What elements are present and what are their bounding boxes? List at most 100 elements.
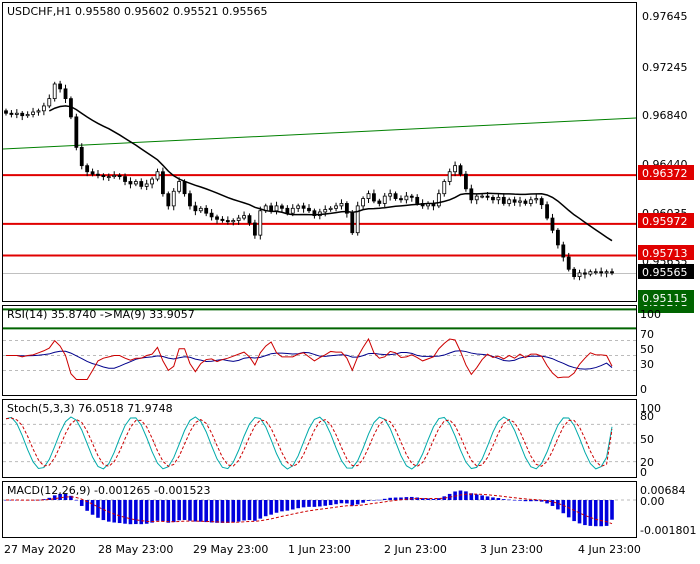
macd-tick: -0.001801: [640, 524, 696, 537]
macd-bar: [339, 500, 344, 504]
macd-bar: [437, 498, 441, 500]
macd-bar: [485, 496, 490, 500]
candle-body: [339, 203, 344, 207]
macd-tick: 0.00: [640, 495, 665, 508]
candle-body: [399, 198, 403, 201]
main-panel[interactable]: [2, 2, 637, 302]
stoch-header: Stoch(5,3,3) 76.0518 71.9748: [7, 402, 173, 415]
candle-body: [312, 210, 317, 217]
candle-body: [177, 181, 182, 192]
main-header: USDCHF,H1 0.95580 0.95602 0.95521 0.9556…: [7, 5, 268, 18]
stoch-d-line: [5, 417, 613, 468]
macd-bar: [577, 500, 582, 524]
candle-body: [63, 88, 68, 100]
price-axis: 0.97645 0.97245 0.96840 0.96440 0.96035 …: [642, 10, 688, 268]
stoch-tick: 0: [640, 466, 647, 479]
candle-body: [496, 196, 501, 201]
candle-body: [512, 199, 517, 203]
candle-body: [464, 173, 468, 190]
macd-bar: [323, 500, 328, 506]
candle-body: [377, 200, 382, 204]
time-label: 2 Jun 23:00: [384, 543, 447, 556]
macd-bar: [52, 495, 57, 500]
candle-body: [225, 220, 230, 223]
macd-layer: [3, 490, 636, 527]
macd-bar: [85, 500, 89, 511]
candle-body: [90, 171, 95, 175]
support-label: 0.95115: [642, 292, 688, 305]
candle-body: [453, 165, 457, 173]
candle-body: [518, 200, 522, 203]
candle-body: [285, 207, 290, 214]
macd-bar: [117, 500, 122, 524]
candle-body: [436, 193, 441, 207]
macd-bar: [63, 493, 68, 500]
macd-bar: [372, 500, 376, 501]
time-label: 29 May 23:00: [193, 543, 268, 556]
macd-bar: [269, 500, 273, 515]
resistance-label-box: [638, 245, 694, 260]
candle-body: [534, 198, 539, 201]
candle-body: [323, 209, 328, 213]
stoch-tick: 20: [640, 456, 654, 469]
macd-bar: [507, 499, 511, 501]
macd-bar: [464, 491, 468, 500]
candle-body: [528, 199, 533, 204]
candle-body: [577, 272, 582, 277]
macd-bar: [290, 500, 295, 510]
stoch-layer: [3, 416, 636, 470]
macd-bar: [215, 500, 219, 523]
macd-bar: [566, 500, 571, 518]
macd-bar: [604, 500, 609, 526]
candle-body: [550, 217, 555, 231]
macd-bar: [263, 500, 268, 517]
macd-bar: [550, 500, 555, 506]
macd-bar: [177, 500, 181, 521]
time-label: 1 Jun 23:00: [288, 543, 351, 556]
candle-body: [328, 207, 333, 210]
candle-body: [220, 218, 225, 221]
candle-body: [409, 195, 414, 198]
macd-bar: [377, 499, 382, 501]
candle-body: [193, 205, 198, 212]
candle-body: [307, 207, 311, 212]
candle-body: [166, 193, 171, 207]
macd-tick: 0.00684: [640, 484, 686, 497]
candle-body: [20, 112, 25, 117]
macd-bar: [355, 500, 360, 505]
rsi-panel[interactable]: [2, 305, 637, 396]
macd-bar: [588, 500, 593, 526]
macd-bar: [280, 500, 284, 512]
candle-body: [301, 205, 306, 209]
candle-body: [539, 198, 544, 206]
macd-bar: [79, 500, 84, 506]
candle-body: [474, 195, 479, 201]
rsi-line: [6, 337, 613, 380]
rsi-axis: 100 70 50 30 0: [640, 308, 661, 396]
trendline: [2, 117, 637, 150]
macd-bar: [258, 500, 263, 519]
macd-bar: [274, 500, 279, 513]
macd-bar: [171, 500, 176, 523]
macd-bar: [610, 500, 614, 520]
candle-body: [96, 173, 100, 176]
candle-body: [485, 195, 490, 198]
macd-bar: [501, 499, 506, 500]
macd-bar: [144, 500, 149, 524]
candle-body: [139, 181, 144, 187]
candle-body: [350, 212, 355, 234]
macd-bar: [529, 500, 533, 502]
macd-bar: [90, 500, 95, 515]
macd-bar: [182, 500, 187, 520]
candle-body: [344, 203, 349, 214]
macd-bar: [561, 500, 566, 514]
time-label: 4 Jun 23:00: [578, 543, 641, 556]
candle-body: [610, 271, 614, 274]
rsi-tick: 70: [640, 328, 654, 341]
candle-body: [361, 198, 366, 207]
macd-bar: [545, 500, 549, 504]
candle-body: [458, 165, 463, 175]
support-label-box: [638, 290, 694, 305]
